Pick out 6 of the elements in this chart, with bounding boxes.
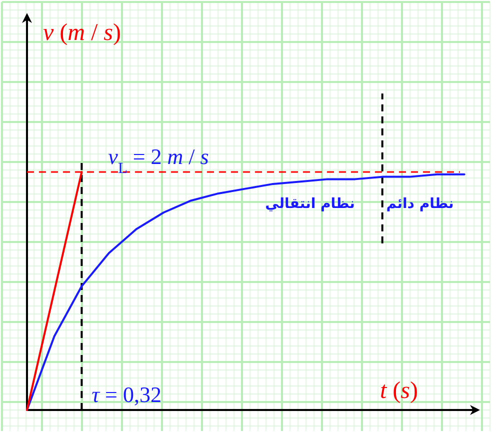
annotation: v$_{L}$ = 2 m / s [108,144,209,177]
annotation: τ = 0,32 [92,382,162,407]
text: v (m / s) [43,20,122,46]
x-axis-title: t (s) [380,378,418,404]
annotation: نظام انتقالي [265,196,355,212]
annotation: نظام دائم [386,196,454,212]
